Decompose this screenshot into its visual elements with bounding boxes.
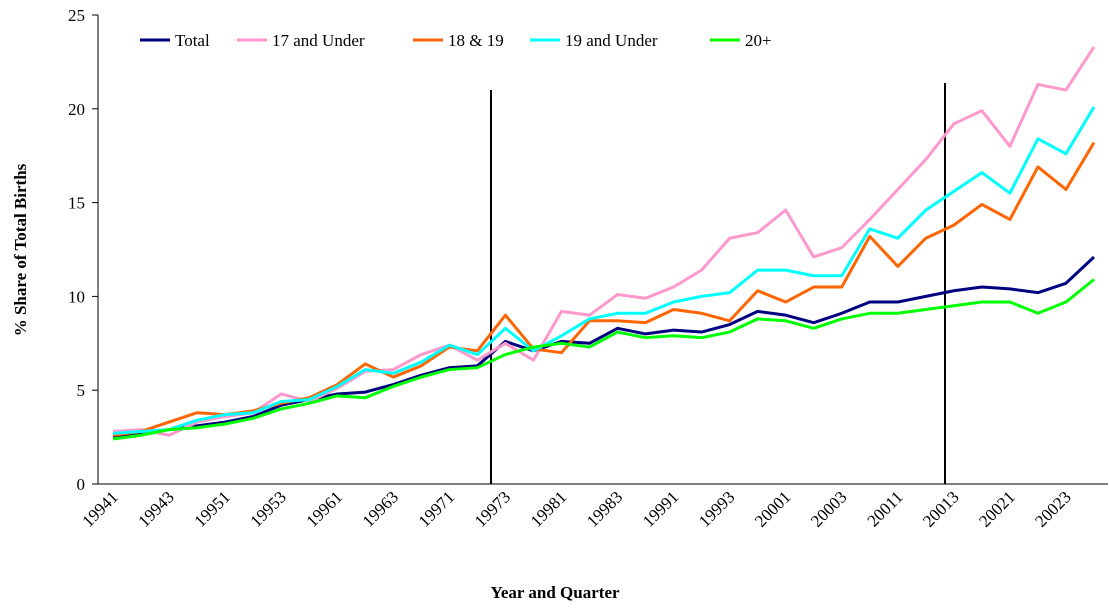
series-line [112, 46, 1096, 437]
x-axis-title: Year and Quarter [490, 583, 620, 602]
y-tick-label: 25 [68, 6, 85, 25]
y-tick-label: 10 [68, 287, 85, 306]
series-line [112, 278, 1095, 441]
x-tick-label: 20021 [975, 487, 1018, 530]
legend-label: 18 & 19 [448, 31, 504, 50]
x-tick-label: 20023 [1031, 487, 1074, 530]
legend-label: Total [175, 31, 210, 50]
x-tick-label: 19963 [359, 487, 402, 530]
x-tick-label: 19983 [583, 487, 626, 530]
x-tick-label: 19943 [134, 487, 177, 530]
x-tick-label: 19961 [303, 487, 346, 530]
x-tick-label: 20011 [864, 487, 907, 530]
series-line [112, 106, 1096, 435]
x-tick-label: 19971 [415, 487, 458, 530]
x-tick-label: 20001 [751, 487, 794, 530]
x-tick-label: 19981 [527, 487, 570, 530]
series-line [112, 255, 1096, 439]
x-tick-label: 19951 [190, 487, 233, 530]
y-axis-title: % Share of Total Births [11, 163, 30, 336]
x-tick-label: 19953 [247, 487, 290, 530]
legend-label: 17 and Under [272, 31, 365, 50]
legend-label: 19 and Under [565, 31, 658, 50]
y-tick-label: 0 [77, 475, 86, 494]
y-tick-label: 20 [68, 100, 85, 119]
x-tick-label: 19993 [695, 487, 738, 530]
y-tick-label: 5 [77, 381, 86, 400]
legend-label: 20+ [745, 31, 772, 50]
x-tick-label: 19973 [471, 487, 514, 530]
x-tick-label: 20003 [807, 487, 850, 530]
series-line [112, 141, 1096, 437]
x-tick-label: 20013 [919, 487, 962, 530]
x-tick-label: 19991 [639, 487, 682, 530]
y-tick-label: 15 [68, 194, 85, 213]
